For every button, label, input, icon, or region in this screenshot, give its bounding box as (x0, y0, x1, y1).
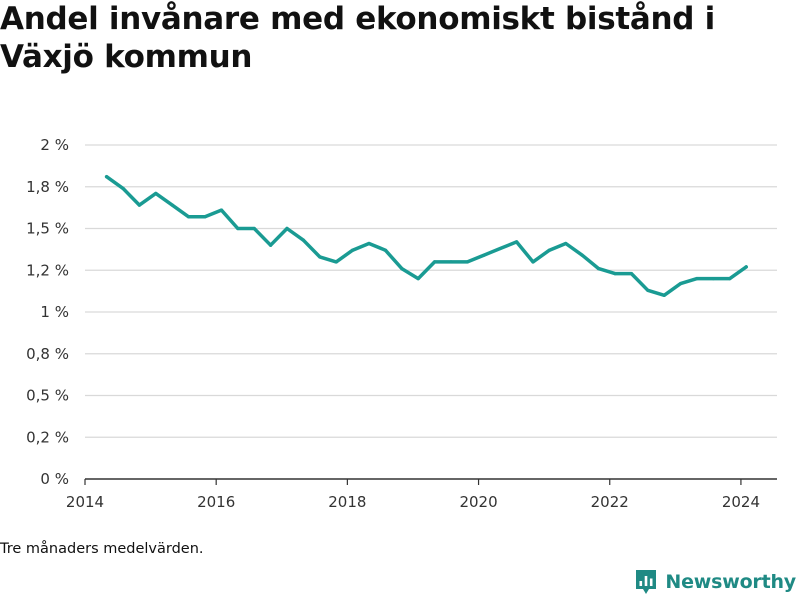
brand-logo-block[interactable]: Newsworthy (634, 568, 796, 596)
data-point (154, 191, 158, 196)
data-point (580, 253, 584, 257)
data-point (514, 240, 519, 244)
y-tick-label: 0,8 % (26, 345, 69, 363)
data-point (269, 243, 273, 247)
data-point (383, 248, 388, 252)
data-point (564, 241, 568, 246)
data-point (629, 271, 633, 276)
chart-series (104, 174, 748, 298)
data-point (531, 260, 535, 264)
data-point (596, 266, 601, 271)
data-point (351, 248, 355, 252)
chart-gridlines (85, 144, 777, 438)
bar-chart-icon (636, 570, 657, 594)
data-point (695, 277, 699, 281)
data-point (662, 293, 666, 297)
data-point (105, 175, 109, 179)
data-point (170, 203, 174, 207)
data-point (236, 226, 240, 231)
y-tick-label: 1,5 % (26, 220, 69, 238)
data-point (613, 271, 617, 276)
data-point (203, 215, 207, 219)
x-tick-label: 2016 (197, 493, 235, 511)
data-point (744, 265, 748, 269)
x-axis: 2014 2016 2018 2020 2022 2024 (66, 478, 777, 511)
data-point (646, 288, 650, 292)
series-line (104, 174, 748, 298)
y-tick-label: 2 % (40, 136, 69, 154)
data-point (449, 260, 453, 264)
data-point (121, 186, 125, 191)
data-point (433, 260, 437, 264)
x-tick-label: 2020 (459, 493, 497, 511)
y-tick-label: 1,2 % (26, 261, 69, 279)
x-tick-label: 2014 (66, 493, 104, 511)
y-tick-label: 1,8 % (26, 178, 69, 196)
data-point (137, 203, 142, 207)
y-tick-label: 0,5 % (26, 387, 69, 405)
line-chart: 0 %0,2 %0,5 %0,8 %1 %1,2 %1,5 %1,8 %2 % … (26, 136, 777, 511)
data-point (252, 226, 256, 231)
data-point (711, 277, 715, 281)
data-point (219, 208, 224, 212)
data-point (465, 260, 470, 264)
data-point (301, 238, 306, 242)
x-tick-label: 2018 (328, 493, 366, 511)
y-axis-ticks: 0 % 0,2 % 0,5 % 0,8 % 1 % 1,2 % 1,5 % 1,8 % 2 % (26, 136, 69, 488)
x-tick-label: 2024 (722, 493, 760, 511)
data-point (678, 282, 683, 286)
data-point (285, 226, 289, 231)
data-point (482, 253, 486, 257)
data-point (187, 215, 191, 219)
data-point (400, 266, 404, 271)
y-tick-label: 0,2 % (26, 428, 69, 446)
data-point (498, 246, 502, 251)
data-point (367, 241, 371, 246)
data-point (318, 255, 322, 259)
data-point (547, 248, 551, 252)
data-point (728, 277, 732, 281)
chart-footnote: Tre månaders medelvärden. (0, 541, 204, 557)
data-point (416, 277, 420, 281)
data-point (334, 260, 338, 264)
page-title: Andel invånare med ekonomiskt bistånd i … (0, 1, 715, 75)
y-tick-label: 1 % (40, 303, 69, 321)
y-tick-label: 0 % (40, 470, 69, 488)
x-tick-label: 2022 (591, 493, 629, 511)
brand-name: Newsworthy (665, 571, 796, 593)
